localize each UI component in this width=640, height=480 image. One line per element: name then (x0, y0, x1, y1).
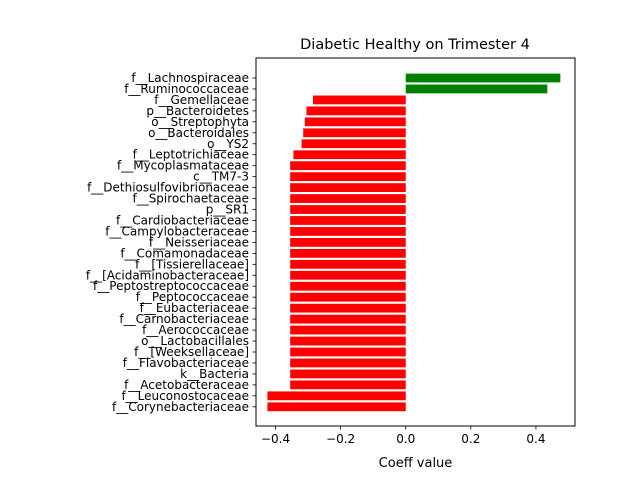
y-tick-label: f__Campylobacteraceae (105, 224, 249, 238)
y-tick-label: f__Lachnospiraceae (131, 71, 249, 85)
x-ticks: −0.4 −0.2 0.0 0.2 0.4 (261, 426, 545, 446)
y-tick-label: f__Flavobacteriaceae (123, 356, 249, 370)
y-tick-label: o__YS2 (207, 137, 249, 151)
y-tick-label: f__Leptotrichiaceae (133, 148, 249, 162)
bar (290, 336, 406, 346)
plot-frame (255, 57, 576, 427)
bar (290, 270, 406, 280)
bar (290, 358, 406, 368)
x-tick-label: −0.2 (326, 432, 355, 446)
y-tick-label: f__Corynebacteriaceae (112, 400, 249, 414)
bar (290, 238, 406, 247)
bar (290, 194, 406, 203)
bar (303, 128, 406, 138)
bar (290, 161, 406, 171)
bar (290, 380, 406, 390)
bar (312, 95, 406, 105)
bar (290, 172, 406, 182)
y-tick-label: f__Comamonadaceae (120, 246, 249, 260)
y-tick-label: f__Leuconostocaceae (121, 389, 249, 403)
y-tick-label: f__Mycoplasmataceae (117, 159, 249, 173)
bar (290, 227, 406, 236)
y-tick-label: f__Dethiosulfovibrionaceae (87, 181, 249, 195)
y-tick-label: f__[Weeksellaceae] (134, 345, 249, 359)
y-tick-label: f__Neisseriaceae (149, 235, 249, 249)
y-tick-label: o__Streptophyta (151, 115, 249, 129)
y-tick-label: f__Acetobacteraceae (124, 378, 249, 392)
y-tick-label: c__TM7-3 (193, 170, 249, 184)
y-tick-label: p__SR1 (206, 203, 249, 217)
y-tick-label: f__Ruminococcaceae (124, 82, 249, 96)
bar (293, 150, 406, 160)
y-tick-label: f__Cardiobacteriaceae (116, 213, 249, 227)
y-tick-label: f__[Tissierellaceae] (135, 257, 249, 271)
bar (290, 205, 406, 214)
y-tick-label: f__Carnobacteriaceae (119, 312, 249, 326)
bar (290, 281, 406, 291)
x-tick-label: 0.2 (461, 432, 480, 446)
y-tick-labels: f__Lachnospiraceaef__Ruminococcaceaef__G… (86, 71, 256, 414)
bar (405, 84, 548, 94)
bar (267, 402, 406, 412)
x-axis-label: Coeff value (379, 456, 453, 471)
bar (290, 259, 406, 269)
x-tick-label: −0.4 (261, 432, 290, 446)
bar (290, 248, 406, 258)
bar (290, 314, 406, 324)
y-tick-label: o__Lactobacillales (141, 334, 249, 348)
y-tick-label: k__Bacteria (180, 367, 249, 381)
bar (290, 347, 406, 357)
bar (301, 139, 406, 149)
x-tick-label: 0.0 (396, 432, 415, 446)
y-tick-label: p__Bacteroidetes (146, 104, 249, 118)
bar (290, 292, 406, 302)
y-tick-label: f__[Acidaminobacteraceae] (86, 268, 249, 282)
y-tick-label: f__Peptostreptococcaceae (93, 279, 249, 293)
y-tick-label: o__Bacteroidales (148, 126, 249, 140)
y-tick-label: f__Gemellaceae (154, 93, 249, 107)
bar (290, 216, 406, 225)
bar (306, 106, 406, 116)
bar (290, 325, 406, 335)
y-tick-label: f__Aerococcaceae (142, 323, 249, 337)
chart-title: Diabetic Healthy on Trimester 4 (300, 37, 530, 53)
x-tick-label: 0.4 (526, 432, 545, 446)
bar (290, 303, 406, 313)
bar (304, 117, 406, 127)
bar (267, 391, 406, 401)
y-tick-label: f__Peptococcaceae (136, 290, 249, 304)
bar (405, 73, 561, 83)
y-tick-label: f__Eubacteriaceae (140, 301, 249, 315)
y-tick-label: f__Spirochaetaceae (132, 192, 249, 206)
bar (290, 369, 406, 379)
bar (290, 183, 406, 192)
bars-group (267, 73, 561, 412)
